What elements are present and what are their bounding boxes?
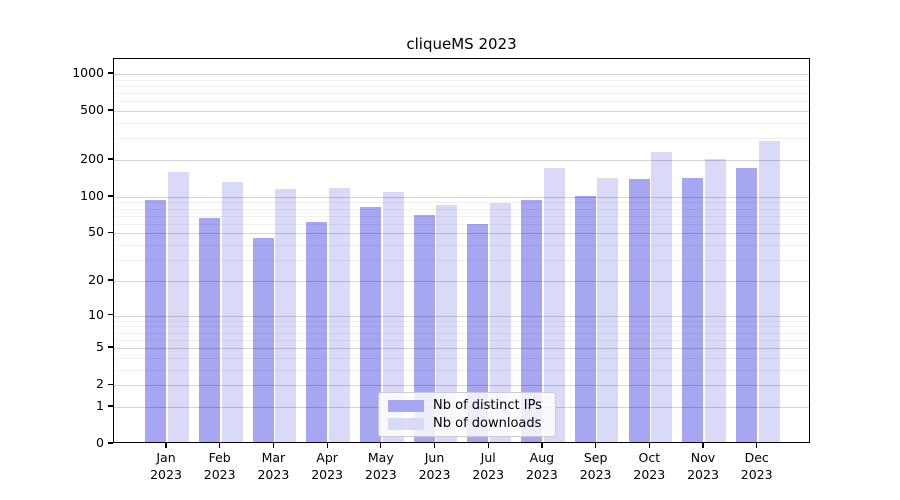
bar-downloads-sep [597, 177, 619, 442]
x-tick-mark [487, 443, 489, 448]
y-tick-mark [108, 231, 113, 234]
bar-downloads-feb [221, 182, 243, 442]
x-tick-label-oct: Oct 2023 [633, 450, 666, 482]
legend-label-distinct-ips: Nb of distinct IPs [433, 397, 542, 413]
y-tick-label: 100 [80, 187, 104, 203]
bar-downloads-dec [758, 141, 780, 442]
y-tick-label: 2 [96, 376, 104, 392]
y-tick-mark [108, 442, 113, 444]
bar-distinct-ips-apr [306, 221, 328, 442]
bar-distinct-ips-jan [145, 199, 167, 442]
bar-distinct-ips-jul [467, 223, 489, 442]
x-tick-label-sep: Sep 2023 [579, 450, 612, 482]
x-tick-mark [595, 443, 597, 448]
bar-distinct-ips-sep [574, 195, 596, 442]
y-tick-label: 200 [80, 150, 104, 166]
bar-downloads-aug [543, 168, 565, 442]
y-tick-label: 10 [88, 306, 104, 322]
bar-downloads-jun [436, 204, 458, 442]
plot-area [113, 58, 810, 443]
bar-distinct-ips-nov [682, 177, 704, 442]
bar-downloads-apr [328, 187, 350, 442]
y-tick-label: 50 [88, 224, 104, 240]
bar-downloads-oct [651, 151, 673, 442]
legend-swatch-distinct-ips [388, 399, 424, 412]
y-tick-label: 0 [96, 435, 104, 450]
x-tick-mark [756, 443, 758, 448]
bar-downloads-jul [490, 202, 511, 442]
y-tick-label: 1000 [72, 65, 104, 80]
x-tick-mark [272, 443, 275, 448]
y-tick-label: 1 [96, 397, 104, 413]
y-tick-mark [108, 405, 113, 407]
bar-distinct-ips-oct [628, 178, 650, 442]
legend-swatch-downloads [388, 417, 424, 430]
x-tick-label-mar: Mar 2023 [257, 450, 290, 482]
y-tick-mark [108, 72, 113, 74]
x-tick-label-apr: Apr 2023 [311, 450, 343, 482]
y-tick-label: 500 [80, 102, 104, 118]
y-tick-label: 5 [96, 339, 104, 355]
legend-item-downloads: Nb of downloads [388, 416, 546, 431]
legend-item-distinct-ips: Nb of distinct IPs [388, 398, 546, 413]
bar-distinct-ips-dec [735, 168, 757, 442]
x-tick-label-dec: Dec 2023 [740, 450, 773, 482]
y-tick-mark [108, 313, 113, 316]
bar-distinct-ips-may [360, 207, 381, 442]
x-tick-mark [219, 443, 221, 448]
bar-downloads-mar [275, 188, 297, 442]
y-tick-mark [108, 279, 113, 281]
x-tick-mark [648, 443, 650, 448]
bar-distinct-ips-mar [252, 238, 274, 442]
y-tick-mark [108, 346, 113, 348]
x-tick-label-jan: Jan 2023 [150, 450, 182, 482]
y-tick-mark [108, 383, 113, 385]
x-tick-label-nov: Nov 2023 [687, 450, 719, 482]
bar-downloads-nov [704, 159, 726, 442]
x-tick-label-aug: Aug 2023 [525, 450, 558, 482]
x-tick-mark [541, 443, 543, 448]
y-tick-mark [108, 158, 113, 160]
legend-label-downloads: Nb of downloads [433, 415, 542, 431]
chart-title: cliqueMS 2023 [406, 35, 517, 53]
y-tick-mark [108, 109, 113, 111]
x-tick-mark [702, 443, 704, 448]
bars-layer [114, 59, 809, 442]
x-tick-label-jun: Jun 2023 [418, 450, 451, 482]
bar-distinct-ips-aug [521, 199, 543, 442]
bar-distinct-ips-jun [413, 215, 435, 442]
x-tick-mark [165, 443, 167, 448]
x-tick-label-jul: Jul 2023 [472, 450, 505, 482]
legend: Nb of distinct IPs Nb of downloads [378, 392, 556, 437]
bar-downloads-may [382, 192, 404, 442]
x-tick-mark [433, 443, 436, 448]
bar-distinct-ips-feb [198, 217, 220, 442]
bar-downloads-jan [167, 171, 189, 442]
y-tick-mark [108, 195, 113, 197]
y-tick-label: 20 [88, 271, 104, 287]
x-tick-mark [380, 443, 382, 448]
x-tick-mark [326, 443, 328, 448]
x-tick-label-feb: Feb 2023 [203, 450, 236, 482]
x-tick-label-may: May 2023 [364, 450, 397, 482]
